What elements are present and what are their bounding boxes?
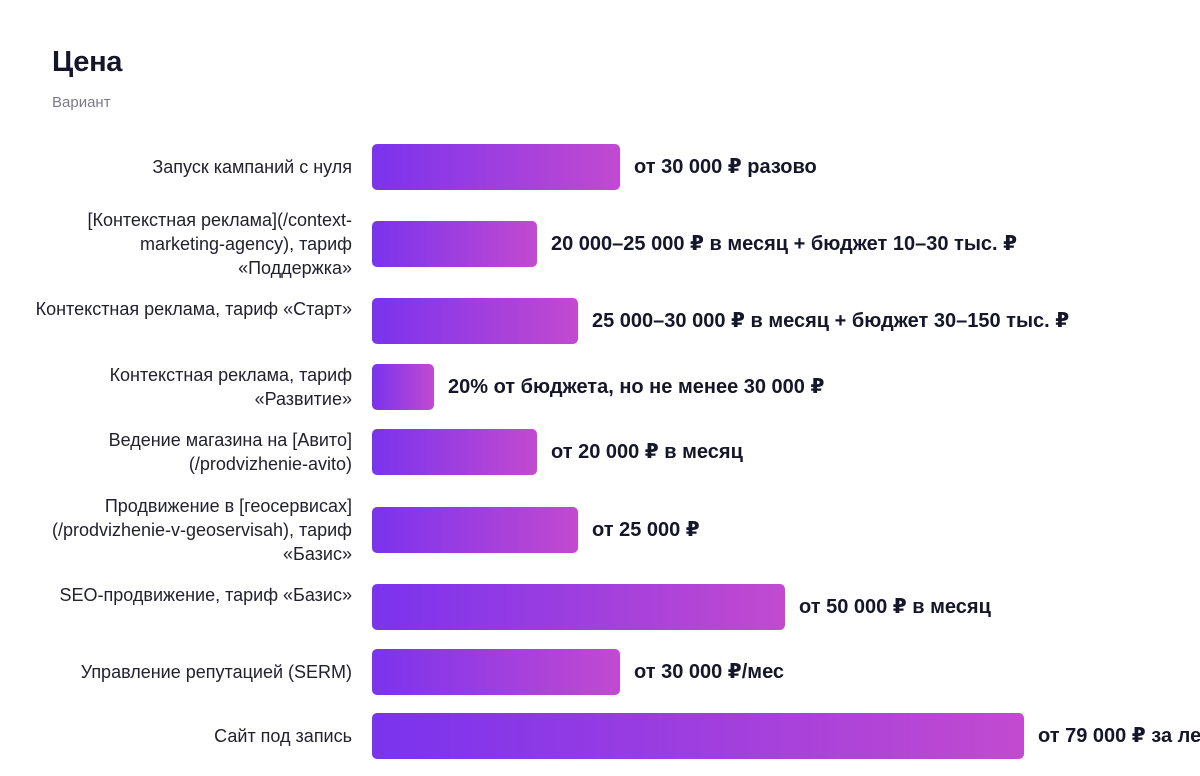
bar-category-label: Управление репутацией (SERM) bbox=[80, 662, 352, 682]
bar-category-label: Ведение магазина на [Авито](/prodvizheni… bbox=[108, 430, 352, 474]
bar-category-label: Контекстная реклама, тариф «Старт» bbox=[35, 299, 352, 319]
bar-value-label: от 50 000 ₽ в месяц bbox=[799, 596, 991, 618]
bar-value-label: 20 000–25 000 ₽ в месяц + бюджет 10–30 т… bbox=[551, 233, 1018, 255]
price-bar bbox=[372, 298, 578, 344]
bar-value-label: от 30 000 ₽ разово bbox=[634, 156, 817, 178]
page-title: Цена bbox=[52, 46, 123, 78]
bar-value-label: 20% от бюджета, но не менее 30 000 ₽ bbox=[448, 376, 825, 398]
price-bar bbox=[372, 221, 537, 267]
bar-category-label: SEO-продвижение, тариф «Базис» bbox=[59, 585, 352, 605]
bar-value-label: от 25 000 ₽ bbox=[592, 519, 700, 541]
price-bar bbox=[372, 144, 620, 190]
bar-category-label: [Контекстная реклама](/context-marketing… bbox=[87, 210, 352, 278]
bar-category-label: Запуск кампаний с нуля bbox=[152, 157, 352, 177]
bar-category-label: Сайт под запись bbox=[214, 726, 352, 746]
bar-category-label: Продвижение в [геосервисах](/prodvizheni… bbox=[51, 496, 352, 564]
bar-value-label: от 30 000 ₽/мес bbox=[634, 661, 785, 683]
price-bar bbox=[372, 713, 1024, 759]
price-bar bbox=[372, 507, 578, 553]
price-bar bbox=[372, 584, 785, 630]
bar-value-label: 25 000–30 000 ₽ в месяц + бюджет 30–150 … bbox=[592, 310, 1070, 332]
bar-value-label: от 20 000 ₽ в месяц bbox=[551, 441, 743, 463]
price-bar bbox=[372, 649, 620, 695]
bar-value-label: от 79 000 ₽ за лендинг bbox=[1038, 725, 1200, 747]
price-bar bbox=[372, 429, 537, 475]
page-subtitle: Вариант bbox=[52, 94, 111, 111]
price-bar bbox=[372, 364, 434, 410]
bar-category-label: Контекстная реклама, тариф «Развитие» bbox=[109, 365, 352, 409]
